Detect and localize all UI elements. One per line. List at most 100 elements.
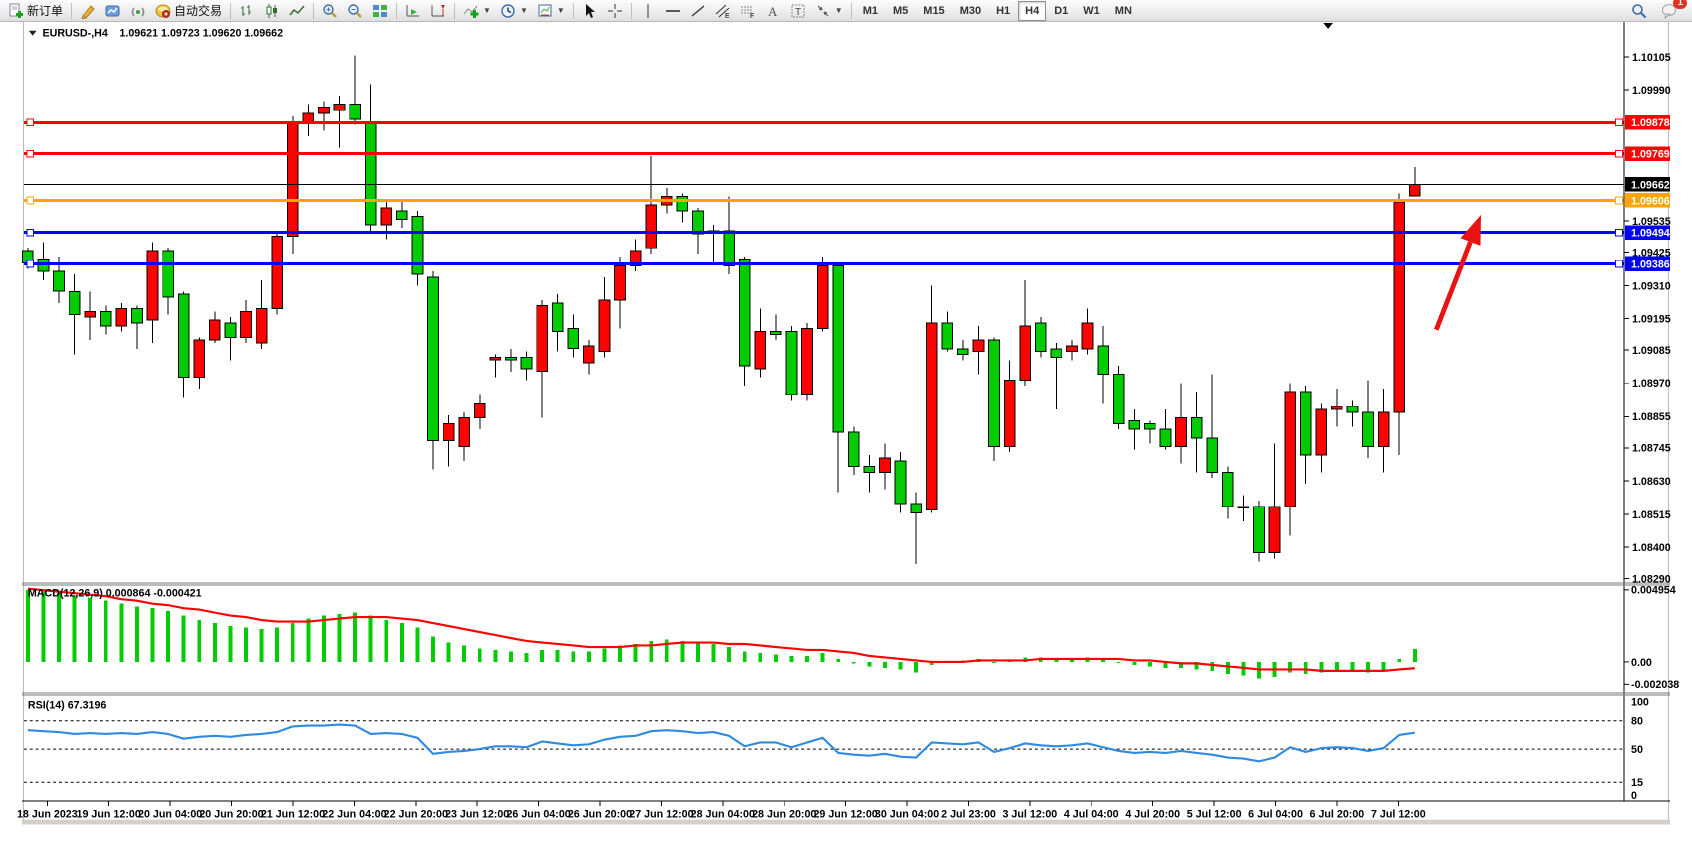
crosshair-button[interactable] xyxy=(603,0,627,22)
timeframe-d1-button[interactable]: D1 xyxy=(1054,4,1069,17)
trend-arrow-annotation[interactable] xyxy=(1433,214,1482,331)
label-tool-button[interactable]: T xyxy=(786,0,810,22)
timeframe-mn-button[interactable]: MN xyxy=(1114,4,1132,17)
candle-body xyxy=(396,210,408,220)
vertical-line-tool-button[interactable] xyxy=(636,0,660,22)
timeframe-m15-button[interactable]: M15 xyxy=(923,4,945,17)
price-level-badge-label: 1.09606 xyxy=(1631,195,1670,207)
macd-histogram-bar xyxy=(836,658,841,662)
trendline-tool-button[interactable] xyxy=(686,0,710,22)
crayon-button[interactable] xyxy=(76,0,100,22)
macd-histogram-bar xyxy=(337,614,342,662)
new-order-icon xyxy=(9,3,23,18)
line-handle[interactable] xyxy=(26,196,35,205)
timeframe-m5-button[interactable]: M5 xyxy=(893,4,909,17)
text-tool-icon: A xyxy=(768,4,778,19)
cursor-button[interactable] xyxy=(578,0,602,22)
line-handle[interactable] xyxy=(26,118,35,127)
candle-body xyxy=(1128,420,1141,430)
line-handle[interactable] xyxy=(26,149,35,158)
chart-shift-marker-icon[interactable] xyxy=(1323,22,1333,29)
time-tick-label: 5 Jul 12:00 xyxy=(1187,809,1242,821)
candle-body xyxy=(333,104,346,111)
candle-body xyxy=(910,503,922,513)
price-axis[interactable]: 1.10105 1.09990 1.09535 1.09425 1.09310 1.091… xyxy=(1623,22,1671,802)
zoom-out-button[interactable] xyxy=(343,0,367,22)
bar-chart-mode-button[interactable] xyxy=(235,0,259,22)
candle-body xyxy=(1346,405,1359,413)
macd-histogram-bar xyxy=(290,623,295,662)
profile-chart-button[interactable] xyxy=(101,0,125,22)
tile-windows-button[interactable] xyxy=(368,0,392,22)
price-level-badge-label: 1.09769 xyxy=(1631,149,1670,161)
zoom-out-icon xyxy=(348,3,362,18)
price-tick-label: 1.08745 xyxy=(1632,443,1671,455)
candle-body xyxy=(598,299,611,353)
rsi-scale-label: 50 xyxy=(1631,744,1643,756)
fibonacci-tool-button[interactable]: F xyxy=(736,0,760,22)
price-level-badge-label: 1.09386 xyxy=(1631,259,1670,271)
line-chart-mode-button[interactable] xyxy=(285,0,309,22)
candle-body xyxy=(162,250,174,298)
horizontal-line-tool-button[interactable] xyxy=(661,0,685,22)
collapse-panel-icon[interactable] xyxy=(28,30,37,36)
periods-button[interactable]: ▼ xyxy=(496,0,532,22)
line-handle[interactable] xyxy=(26,259,35,268)
autoscroll-button[interactable] xyxy=(401,0,425,22)
new-order-button[interactable]: 新订单 xyxy=(4,0,67,22)
candle-body xyxy=(1144,422,1156,430)
templates-button[interactable]: ▼ xyxy=(533,0,569,22)
candle-body xyxy=(68,290,81,315)
notifications-button[interactable]: 1 xyxy=(1657,0,1687,22)
price-lines[interactable] xyxy=(23,118,1625,268)
text-tool-button[interactable]: A xyxy=(761,0,785,22)
candle-body xyxy=(115,308,128,327)
candlestick-icon xyxy=(266,3,278,18)
timeframe-m1-button[interactable]: M1 xyxy=(862,4,878,17)
price-tick-label: 1.08400 xyxy=(1632,542,1671,554)
line-handle[interactable] xyxy=(1614,196,1623,205)
dropdown-caret-icon: ▼ xyxy=(556,6,565,15)
vertical-line-icon xyxy=(647,3,649,18)
crosshair-icon xyxy=(607,3,622,18)
shapes-button[interactable]: ▼ xyxy=(811,0,847,22)
timeframe-m30-button[interactable]: M30 xyxy=(959,4,982,17)
macd-histogram-bar xyxy=(540,649,545,662)
line-handle[interactable] xyxy=(1614,118,1623,127)
price-tick-label: 1.08290 xyxy=(1632,574,1671,586)
panel-separator[interactable] xyxy=(22,582,1670,586)
panel-separator[interactable] xyxy=(22,692,1670,696)
line-handle[interactable] xyxy=(1614,149,1623,158)
autotrading-button[interactable]: 自动交易 xyxy=(151,0,226,22)
time-tick-label: 21 Jun 12:00 xyxy=(261,809,325,821)
dropdown-caret-icon: ▼ xyxy=(483,6,491,15)
candle-body xyxy=(754,331,767,370)
candle-body xyxy=(1190,417,1203,439)
candle-body xyxy=(458,417,471,447)
line-handle[interactable] xyxy=(26,228,35,237)
zoom-in-button[interactable] xyxy=(318,0,342,22)
chart-shift-button[interactable] xyxy=(426,0,450,22)
macd-histogram-bar xyxy=(867,661,872,667)
candle-body xyxy=(1253,506,1265,554)
timeframe-h1-button[interactable]: H1 xyxy=(996,4,1011,17)
candle-body xyxy=(676,195,689,212)
rsi-label: RSI(14) 67.3196 xyxy=(28,700,107,712)
line-handle[interactable] xyxy=(1614,228,1623,237)
macd-histogram-bar xyxy=(493,649,498,662)
candle-body xyxy=(972,339,985,353)
search-button[interactable] xyxy=(1627,0,1651,22)
candlestick-mode-button[interactable] xyxy=(260,0,284,22)
price-level-badge xyxy=(1625,256,1670,271)
channel-tool-button[interactable]: E xyxy=(711,0,735,22)
macd-histogram-bar xyxy=(259,629,264,662)
macd-histogram-bar xyxy=(1163,661,1168,668)
timeframe-w1-button[interactable]: W1 xyxy=(1083,4,1100,17)
timeframe-h4-button[interactable]: H4 xyxy=(1018,0,1047,21)
macd-histogram-bar xyxy=(446,642,451,662)
indicators-button[interactable]: ▼ xyxy=(459,0,495,22)
line-handle[interactable] xyxy=(1614,259,1623,268)
macd-histogram-bar xyxy=(618,645,622,662)
signal-button[interactable] xyxy=(126,0,150,22)
